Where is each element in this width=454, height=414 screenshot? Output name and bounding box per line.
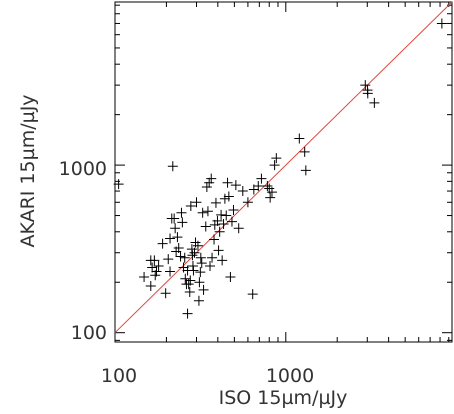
data-point [179,252,190,263]
data-point [214,226,225,237]
data-point [185,275,196,286]
plot-frame [114,1,453,343]
data-point [233,223,244,234]
data-point [170,223,181,234]
data-point [165,233,176,244]
data-point [160,288,171,299]
data-point [176,207,187,218]
data-point [200,221,211,232]
data-point [210,197,221,208]
data-point [204,177,215,188]
data-point [207,252,218,263]
data-point [201,182,212,193]
data-point [195,252,206,263]
data-point [139,271,150,282]
data-point [169,213,180,224]
data-point [212,215,223,226]
data-point [150,270,161,281]
data-point [145,280,156,291]
data-point [175,251,186,262]
data-point [237,186,248,197]
data-point [185,201,196,212]
one-to-one-line [114,1,453,334]
data-point [222,177,233,188]
data-point [299,146,310,157]
data-point [196,258,207,269]
data-point [242,197,253,208]
data-point [197,207,208,218]
tick-labels-layer: 100 1000 100 1000 [59,158,315,387]
data-point [202,206,213,217]
data-point [187,261,198,272]
data-point [198,284,209,295]
data-point [172,232,183,243]
data-point [191,197,202,208]
data-point [157,238,168,249]
data-point [182,308,193,319]
data-point [209,234,220,245]
data-point [165,266,176,277]
data-point [147,262,158,273]
data-point [163,254,174,265]
data-point [221,210,232,221]
data-point [271,153,282,164]
data-point [153,261,164,272]
data-point [195,267,206,278]
x-tick-label-1000: 1000 [266,365,314,387]
data-point [205,261,216,272]
data-point [226,216,237,227]
data-point [219,193,230,204]
data-point [151,266,162,277]
data-point [213,245,224,256]
data-point [360,80,371,91]
data-point [192,240,203,251]
data-point [230,180,241,191]
data-point [266,187,277,198]
data-point [225,271,236,282]
data-point [184,286,195,297]
x-axis-label: ISO 15µm/µJy [219,387,348,409]
data-point [247,289,258,300]
data-point [436,18,447,29]
data-point [253,181,264,192]
data-point [223,191,234,202]
data-point [187,250,198,261]
data-point [194,277,205,288]
data-point [228,204,239,215]
data-point [188,265,199,276]
data-point [369,97,380,108]
data-point [193,295,204,306]
data-point [167,161,178,172]
data-point [265,192,276,203]
data-point [217,255,228,266]
data-point [189,247,200,258]
data-point [216,209,227,220]
data-point [294,133,305,144]
y-tick-label-100: 100 [71,322,107,344]
y-tick-label-1000: 1000 [59,158,107,180]
x-tick-label-100: 100 [101,365,137,387]
data-point [209,219,220,230]
plot-area [113,1,453,343]
data-point [256,173,267,184]
data-point [269,160,280,171]
data-point [218,219,229,230]
y-axis-label: AKARI 15µm/µJy [17,94,39,247]
data-point [262,181,273,192]
data-point [173,243,184,254]
data-point [177,217,188,228]
data-point [149,255,160,266]
data-point [206,173,217,184]
data-point [362,88,373,99]
data-point [300,165,311,176]
data-point [113,179,124,190]
data-point [180,273,191,284]
